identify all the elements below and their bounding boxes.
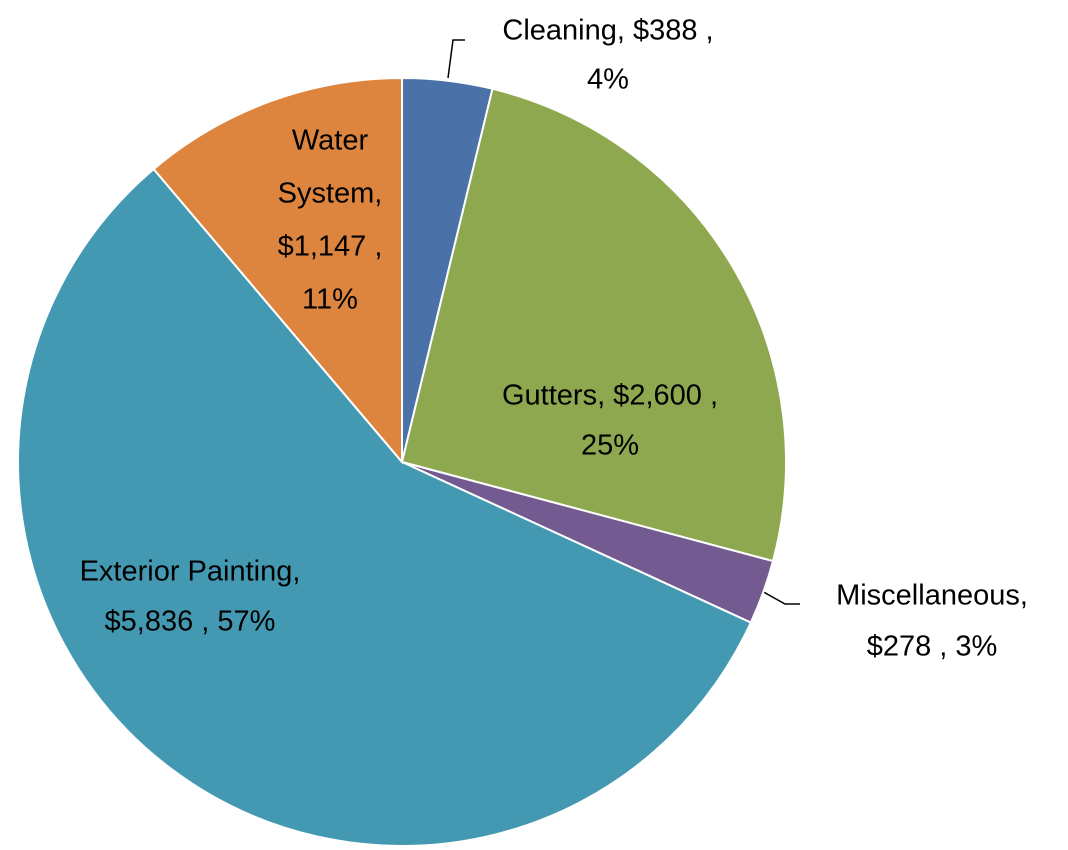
pie-slice bbox=[400, 87, 787, 563]
data-label: Cleaning, $388 , bbox=[502, 15, 713, 47]
data-label: Gutters, $2,600 , bbox=[502, 380, 718, 412]
leader-line bbox=[447, 39, 465, 79]
data-label: System, bbox=[278, 178, 383, 210]
leader-line bbox=[759, 589, 800, 605]
pie-slice bbox=[152, 76, 403, 465]
data-label: Exterior Painting, bbox=[80, 556, 301, 588]
data-label: $1,147 , bbox=[278, 231, 383, 263]
pie-slice bbox=[17, 167, 753, 847]
data-label: Miscellaneous, bbox=[836, 580, 1028, 612]
data-label: 25% bbox=[581, 430, 639, 462]
data-label: $5,836 , 57% bbox=[105, 606, 276, 638]
data-label: 4% bbox=[587, 64, 629, 96]
data-label: $278 , 3% bbox=[867, 631, 998, 663]
data-label: Water bbox=[292, 125, 369, 157]
data-label: 11% bbox=[302, 284, 358, 316]
